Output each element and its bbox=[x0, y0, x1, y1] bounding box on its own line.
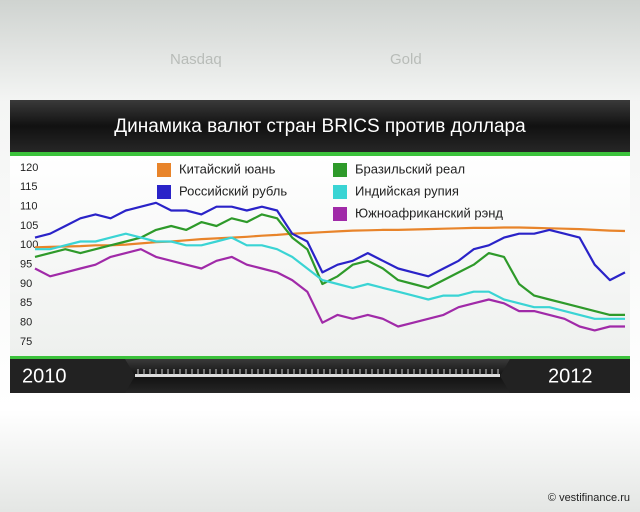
series-line bbox=[34, 226, 626, 249]
legend-swatch bbox=[333, 163, 347, 177]
plot-area bbox=[10, 156, 630, 356]
x-tick-label: 2010 bbox=[22, 365, 67, 387]
legend-label: Российский рубль bbox=[179, 183, 287, 198]
title-bar bbox=[10, 100, 630, 152]
series-line bbox=[34, 248, 625, 332]
series-line bbox=[34, 213, 625, 316]
accent-line bbox=[10, 356, 630, 359]
chart-title: Динамика валют стран BRICS против доллар… bbox=[114, 116, 526, 137]
y-tick-label: 75 bbox=[20, 336, 32, 348]
legend-swatch bbox=[157, 185, 171, 199]
background-label: Nasdaq bbox=[170, 51, 222, 68]
legend-swatch bbox=[333, 185, 347, 199]
ruler bbox=[135, 374, 500, 377]
background-label: Gold bbox=[390, 51, 422, 68]
legend-label: Индийская рупия bbox=[355, 183, 459, 198]
y-tick-label: 80 bbox=[20, 317, 32, 329]
year-box bbox=[10, 359, 135, 393]
series-line bbox=[34, 201, 626, 282]
y-tick-label: 110 bbox=[20, 201, 38, 213]
ruler-ticks bbox=[137, 369, 499, 375]
y-tick-label: 115 bbox=[20, 181, 38, 193]
y-tick-label: 90 bbox=[20, 278, 32, 290]
legend-label: Южноафриканский рэнд bbox=[355, 205, 503, 220]
legend-label: Бразильский реал bbox=[355, 161, 465, 176]
y-tick-label: 95 bbox=[20, 259, 32, 271]
x-tick-label: 2012 bbox=[548, 365, 593, 387]
series-line bbox=[35, 232, 625, 320]
legend-swatch bbox=[333, 207, 347, 221]
y-tick-label: 120 bbox=[20, 162, 38, 174]
year-box bbox=[500, 359, 630, 393]
y-tick-label: 100 bbox=[20, 239, 38, 251]
legend-label: Китайский юань bbox=[179, 161, 276, 176]
y-tick-label: 105 bbox=[20, 220, 38, 232]
accent-line bbox=[10, 152, 630, 156]
watermark: © vestifinance.ru bbox=[548, 492, 630, 504]
y-tick-label: 85 bbox=[20, 297, 32, 309]
legend-swatch bbox=[157, 163, 171, 177]
